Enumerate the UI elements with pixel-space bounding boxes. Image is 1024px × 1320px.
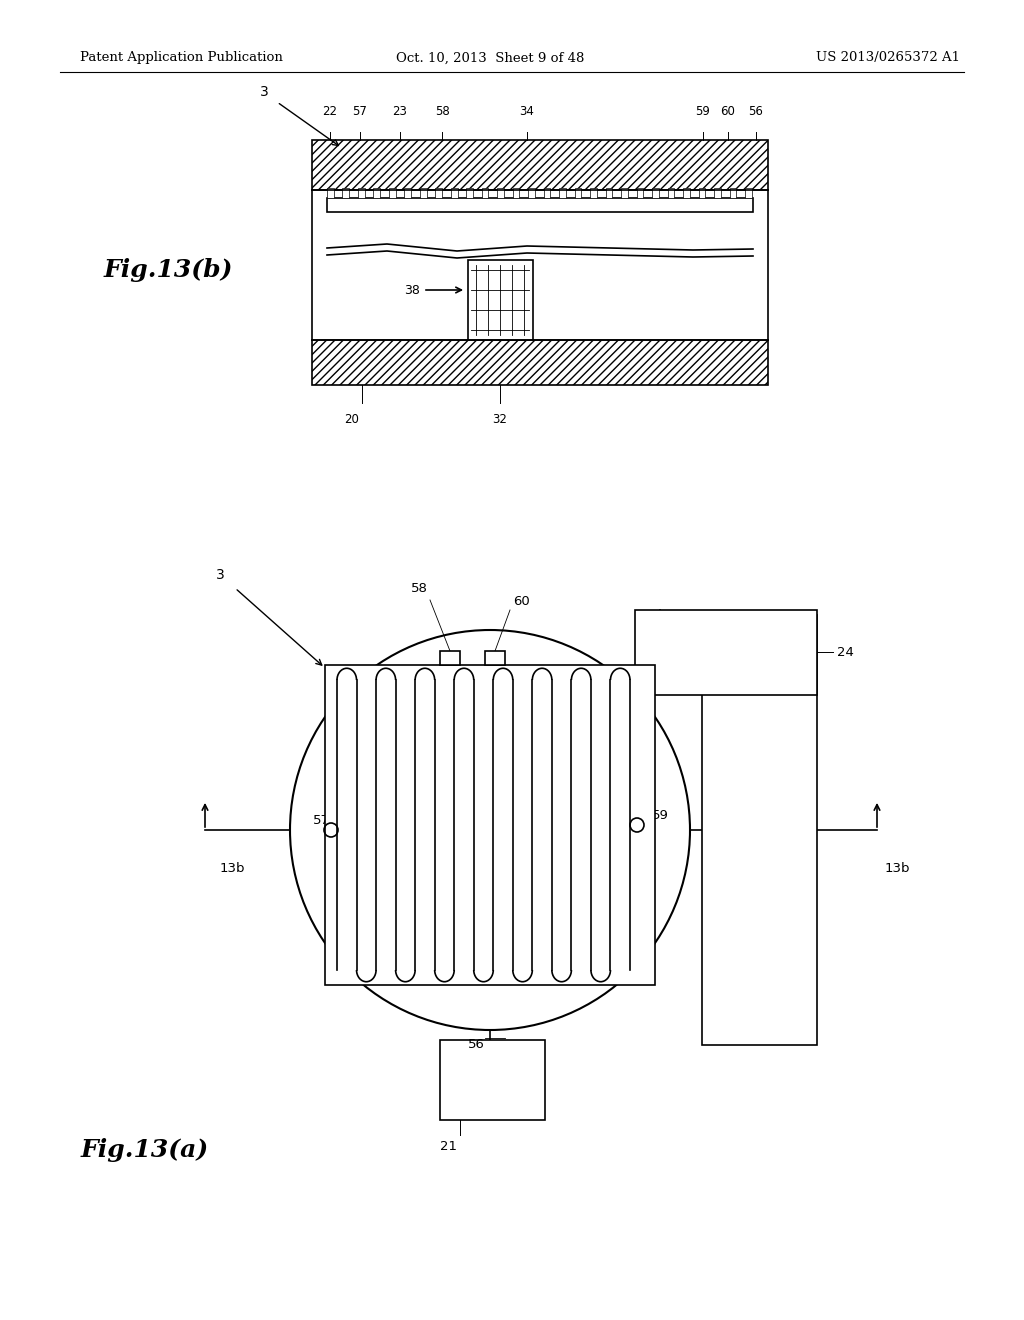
Bar (498, 187, 504, 198)
Text: 59: 59 (652, 809, 669, 822)
Bar (440, 1040, 545, 1119)
Text: 60: 60 (721, 106, 735, 117)
Bar (622, 187, 628, 198)
Bar (730, 187, 736, 198)
Bar (513, 187, 519, 198)
Bar (698, 187, 706, 198)
Bar (358, 187, 365, 198)
Text: 34: 34 (519, 106, 535, 117)
Text: 22: 22 (323, 106, 338, 117)
Text: Fig.13(b): Fig.13(b) (103, 257, 232, 282)
Bar (715, 187, 721, 198)
Text: 20: 20 (344, 413, 359, 426)
Text: 32: 32 (493, 413, 508, 426)
Text: 58: 58 (411, 582, 428, 595)
Bar (404, 187, 411, 198)
Text: 3: 3 (216, 568, 224, 582)
Bar (482, 187, 488, 198)
Bar (435, 187, 442, 198)
Bar (637, 187, 643, 198)
Text: Oct. 10, 2013  Sheet 9 of 48: Oct. 10, 2013 Sheet 9 of 48 (396, 51, 584, 65)
Bar (635, 610, 817, 696)
Text: 57: 57 (312, 814, 330, 828)
Text: 23: 23 (392, 106, 408, 117)
Bar (652, 187, 658, 198)
Text: 21: 21 (440, 1140, 457, 1152)
Bar (559, 187, 566, 198)
Bar (420, 187, 427, 198)
Bar (451, 187, 458, 198)
Text: 13b: 13b (885, 862, 910, 875)
Bar (606, 187, 612, 198)
Text: Patent Application Publication: Patent Application Publication (80, 51, 283, 65)
Bar (702, 615, 817, 1045)
Bar (466, 187, 473, 198)
Bar (528, 187, 535, 198)
Text: 60: 60 (513, 595, 529, 609)
Bar (327, 187, 334, 198)
Text: Fig.13(a): Fig.13(a) (81, 1138, 209, 1162)
Bar (325, 665, 655, 985)
Bar (389, 187, 395, 198)
Bar (374, 187, 380, 198)
Bar (312, 140, 768, 190)
Bar (312, 341, 768, 385)
Bar (544, 187, 551, 198)
Text: 38: 38 (404, 284, 420, 297)
Bar (485, 651, 505, 665)
Bar (468, 260, 534, 341)
Text: 13b: 13b (220, 862, 246, 875)
Bar (440, 651, 460, 665)
Bar (342, 187, 349, 198)
Text: 56: 56 (468, 1038, 485, 1051)
Bar (574, 187, 582, 198)
Text: 3: 3 (260, 84, 268, 99)
Bar (327, 198, 753, 213)
Bar (683, 187, 690, 198)
Bar (745, 187, 752, 198)
Bar (591, 187, 597, 198)
Text: 24: 24 (837, 645, 854, 659)
Bar (668, 187, 675, 198)
Text: 57: 57 (352, 106, 368, 117)
Text: 59: 59 (695, 106, 711, 117)
Text: US 2013/0265372 A1: US 2013/0265372 A1 (816, 51, 961, 65)
Text: 58: 58 (434, 106, 450, 117)
Text: 56: 56 (749, 106, 764, 117)
